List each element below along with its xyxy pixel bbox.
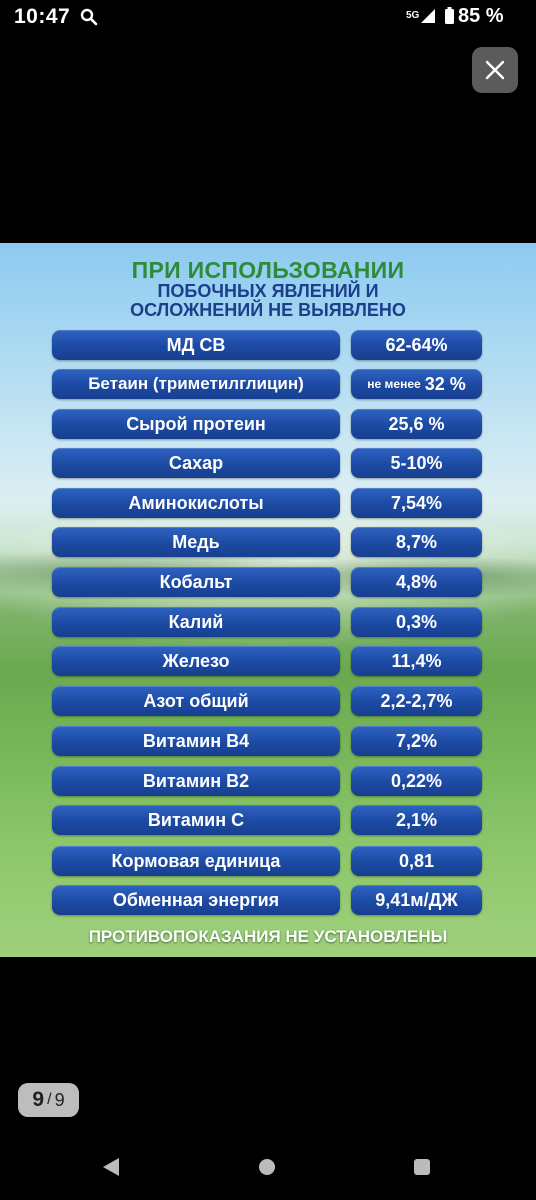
row-value: не менее 32 % — [351, 369, 482, 399]
back-icon[interactable] — [102, 1157, 120, 1177]
row-name: Витамин В4 — [52, 726, 340, 756]
home-icon[interactable] — [259, 1159, 275, 1175]
row-value: 8,7% — [351, 527, 482, 557]
row-name: Аминокислоты — [52, 488, 340, 518]
network-type: 5G — [406, 10, 420, 21]
page-counter: 9 / 9 — [18, 1083, 79, 1117]
row-value: 7,54% — [351, 488, 482, 518]
row-value: 25,6 % — [351, 409, 482, 439]
row-value: 62-64% — [351, 330, 482, 360]
row-value: 0,81 — [351, 846, 482, 876]
battery-icon — [445, 7, 454, 24]
status-time: 10:47 — [14, 5, 71, 28]
recents-icon[interactable] — [414, 1159, 430, 1175]
row-name: Медь — [52, 527, 340, 557]
status-bar: 10:47 5G 85 % — [0, 0, 536, 34]
row-value: 9,41м/ДЖ — [351, 885, 482, 915]
row-name: Железо — [52, 646, 340, 676]
contraindications-text: ПРОТИВОПОКАЗАНИЯ НЕ УСТАНОВЛЕНЫ — [88, 927, 448, 946]
row-name: Кобальт — [52, 567, 340, 597]
row-value: 11,4% — [351, 646, 482, 676]
row-name: Сырой протеин — [52, 409, 340, 439]
headline-line-2: ПОБОЧНЫХ ЯВЛЕНИЙ И — [157, 281, 379, 301]
row-name: МД СВ — [52, 330, 340, 360]
row-value-number: 32 % — [424, 373, 466, 394]
row-value: 0,22% — [351, 766, 482, 796]
row-name: Витамин С — [52, 805, 340, 835]
page-total: 9 — [54, 1089, 65, 1110]
search-icon — [80, 8, 98, 26]
row-name: Сахар — [52, 448, 340, 478]
headline-line-1: ПРИ ИСПОЛЬЗОВАНИИ — [131, 257, 405, 283]
battery-percent: 85 % — [458, 5, 504, 27]
row-name: Обменная энергия — [52, 885, 340, 915]
close-icon — [485, 60, 505, 80]
row-value: 7,2% — [351, 726, 482, 756]
row-value: 0,3% — [351, 607, 482, 637]
row-name: Витамин В2 — [52, 766, 340, 796]
row-value: 2,1% — [351, 805, 482, 835]
page-separator: / — [47, 1091, 52, 1108]
row-value: 5-10% — [351, 448, 482, 478]
row-name: Калий — [52, 607, 340, 637]
page-current: 9 — [32, 1088, 45, 1111]
row-value-prefix: не менее — [367, 377, 421, 391]
close-button[interactable] — [472, 47, 518, 93]
image-viewer-content[interactable]: ПРИ ИСПОЛЬЗОВАНИИ ПОБОЧНЫХ ЯВЛЕНИЙ И ОСЛ… — [0, 243, 536, 957]
signal-icon — [421, 9, 435, 23]
row-name: Азот общий — [52, 686, 340, 716]
row-value: 4,8% — [351, 567, 482, 597]
row-value: 2,2-2,7% — [351, 686, 482, 716]
row-name: Кормовая единица — [52, 846, 340, 876]
headline-line-3: ОСЛОЖНЕНИЙ НЕ ВЫЯВЛЕНО — [130, 300, 406, 320]
row-name: Бетаин (триметилглицин) — [52, 369, 340, 399]
